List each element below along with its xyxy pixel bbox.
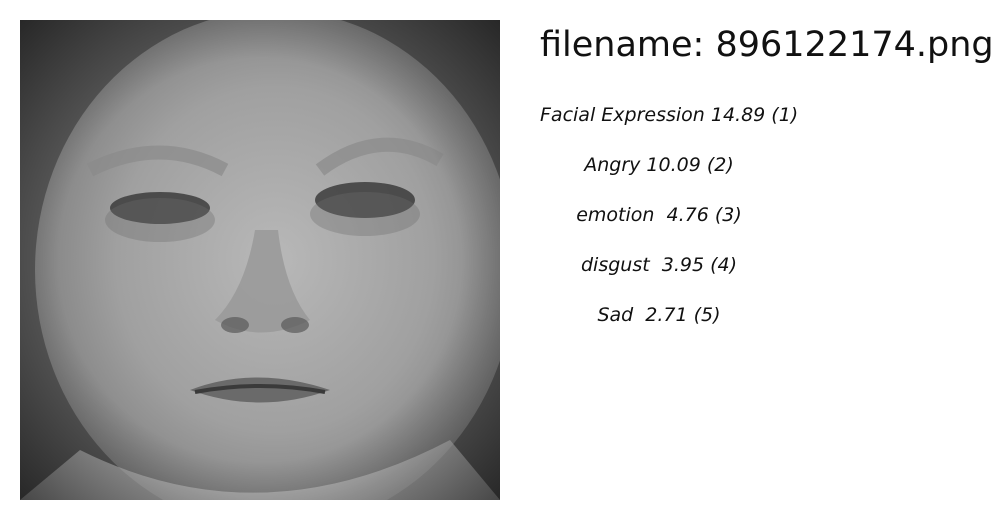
filename-label: filename: 896122174.png	[540, 25, 994, 65]
tag-item: disgust 3.95 (4)	[580, 254, 738, 276]
tag-item: Facial Expression 14.89 (1)	[540, 104, 799, 126]
child-face-illustration	[20, 20, 500, 500]
tag-item: Angry 10.09 (2)	[584, 154, 734, 176]
face-photo	[20, 20, 500, 500]
tag-list: Facial Expression 14.89 (1) Angry 10.09 …	[540, 100, 799, 350]
tag-item: emotion 4.76 (3)	[576, 204, 742, 226]
tag-item: Sad 2.71 (5)	[597, 304, 721, 326]
